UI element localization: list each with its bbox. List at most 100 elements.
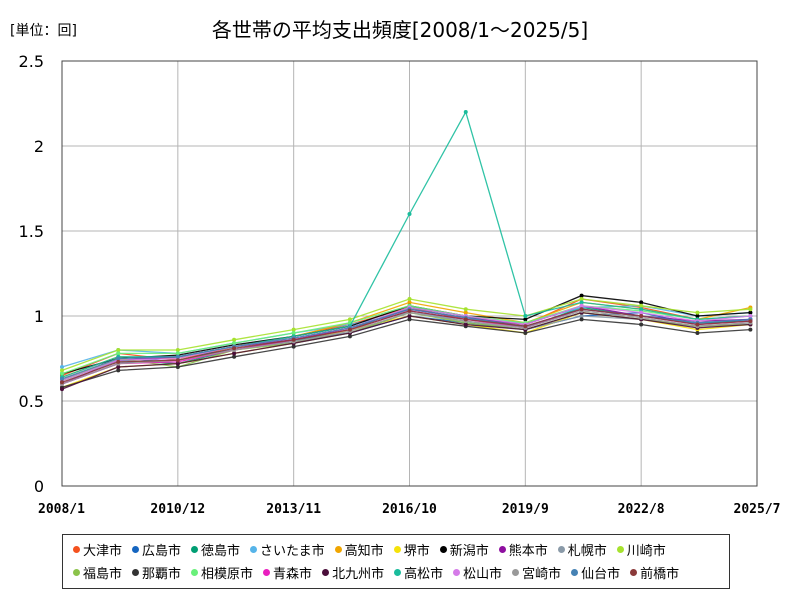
data-point bbox=[639, 300, 644, 305]
legend-item: 仙台市 bbox=[571, 561, 620, 584]
data-point bbox=[695, 331, 700, 335]
legend-label: 川崎市 bbox=[626, 544, 666, 559]
data-point bbox=[347, 317, 352, 322]
series-19 bbox=[60, 307, 753, 385]
legend-marker bbox=[322, 569, 330, 576]
data-point bbox=[291, 331, 296, 335]
legend-label: 新潟市 bbox=[449, 544, 489, 559]
legend-marker bbox=[191, 546, 199, 553]
data-point bbox=[695, 310, 700, 315]
y-tick-label: 1 bbox=[34, 307, 44, 326]
data-point bbox=[116, 348, 121, 352]
x-tick-label: 2013/11 bbox=[266, 502, 321, 517]
data-point bbox=[175, 354, 180, 359]
data-point bbox=[116, 368, 121, 373]
legend-label: 札幌市 bbox=[567, 544, 607, 559]
data-point bbox=[639, 307, 644, 312]
data-point bbox=[232, 354, 237, 359]
legend-label: 松山市 bbox=[463, 567, 503, 582]
data-point bbox=[407, 297, 412, 301]
grid-lines bbox=[61, 60, 758, 487]
legend-item: 北九州市 bbox=[322, 561, 384, 584]
legend-item: 川崎市 bbox=[616, 538, 666, 561]
legend-label: 北九州市 bbox=[332, 567, 385, 582]
legend-item: 相模原市 bbox=[191, 561, 253, 584]
data-point bbox=[579, 297, 584, 301]
legend-marker bbox=[630, 569, 638, 576]
legend-label: 仙台市 bbox=[581, 567, 621, 582]
data-point bbox=[748, 319, 753, 324]
data-point bbox=[291, 327, 296, 332]
y-tick-label: 0.5 bbox=[19, 392, 44, 411]
series-line bbox=[61, 311, 751, 385]
series-line bbox=[61, 311, 751, 380]
data-point bbox=[639, 314, 644, 318]
series-6 bbox=[60, 293, 753, 376]
legend-marker bbox=[250, 546, 258, 553]
series-14 bbox=[60, 310, 753, 392]
data-point bbox=[463, 322, 468, 327]
data-point bbox=[60, 376, 64, 381]
legend-item: 松山市 bbox=[453, 561, 502, 584]
data-point bbox=[175, 348, 180, 352]
data-point bbox=[232, 346, 237, 351]
x-tick-label: 2019/9 bbox=[502, 502, 549, 517]
series-1 bbox=[60, 310, 753, 386]
legend-label: 高知市 bbox=[344, 544, 384, 559]
data-point bbox=[695, 322, 700, 327]
legend-label: 徳島市 bbox=[201, 544, 241, 559]
data-point bbox=[116, 359, 121, 364]
x-tick-label: 2008/1 bbox=[38, 502, 85, 517]
legend-label: 宮崎市 bbox=[522, 567, 562, 582]
data-point bbox=[175, 358, 180, 363]
data-point bbox=[748, 307, 753, 312]
legend-label: 青森市 bbox=[273, 567, 313, 582]
data-point bbox=[407, 317, 412, 322]
data-point bbox=[60, 371, 64, 376]
legend-label: 前橋市 bbox=[640, 567, 680, 582]
data-point bbox=[579, 314, 584, 318]
legend-label: 大津市 bbox=[83, 544, 123, 559]
data-point bbox=[291, 337, 296, 342]
series-10 bbox=[60, 310, 753, 383]
legend-marker bbox=[498, 546, 506, 553]
legend-marker bbox=[334, 546, 342, 553]
legend-marker bbox=[557, 546, 565, 553]
data-point bbox=[579, 307, 584, 312]
legend-item: 福島市 bbox=[73, 561, 122, 584]
data-point bbox=[175, 361, 180, 366]
data-point bbox=[407, 212, 412, 216]
unit-label: [単位：回] bbox=[10, 23, 77, 39]
legend-marker bbox=[73, 569, 80, 576]
series-9 bbox=[60, 297, 753, 373]
data-point bbox=[232, 337, 237, 342]
series-line bbox=[61, 310, 751, 385]
data-point bbox=[407, 308, 412, 313]
data-point bbox=[175, 351, 180, 356]
legend-marker bbox=[616, 546, 624, 553]
series-line bbox=[61, 311, 751, 382]
data-point bbox=[748, 310, 753, 315]
series-line bbox=[61, 110, 751, 378]
data-point bbox=[523, 314, 528, 318]
legend-marker bbox=[512, 569, 520, 576]
data-point bbox=[523, 324, 528, 329]
legend-marker bbox=[191, 569, 199, 576]
legend-item: 熊本市 bbox=[498, 538, 548, 561]
data-point bbox=[116, 356, 121, 361]
series-layer bbox=[60, 110, 753, 392]
legend-label: 広島市 bbox=[142, 544, 182, 559]
data-point bbox=[232, 351, 237, 356]
x-tick-labels: 2008/1 2010/12 2013/11 2016/10 2019/9 2022/8 2… bbox=[38, 502, 780, 517]
legend-item: さいたま市 bbox=[250, 538, 325, 561]
x-tick-label: 2016/10 bbox=[382, 502, 437, 517]
data-point bbox=[639, 310, 644, 315]
data-point bbox=[347, 334, 352, 339]
legend-item: 大津市 bbox=[73, 538, 122, 561]
data-point bbox=[579, 317, 584, 322]
legend-item: 札幌市 bbox=[557, 538, 607, 561]
legend-marker bbox=[439, 546, 447, 553]
data-point bbox=[60, 365, 64, 369]
data-point bbox=[579, 300, 584, 305]
x-tick-label: 2025/7 bbox=[734, 502, 781, 517]
